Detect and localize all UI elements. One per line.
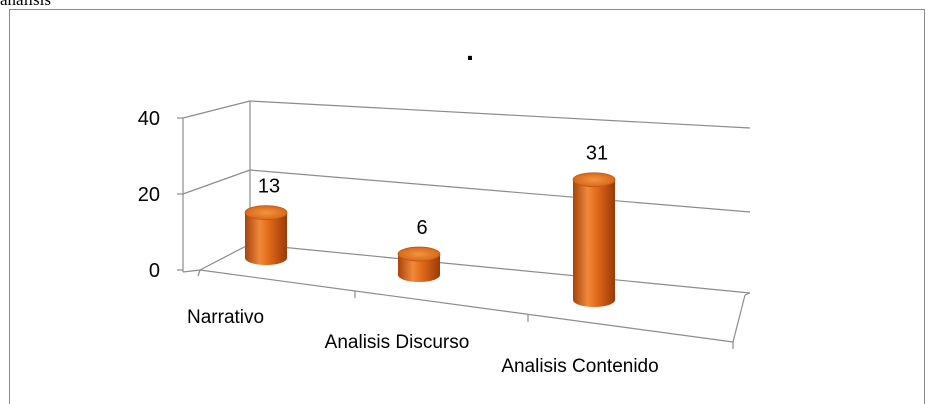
bar-cap	[572, 172, 616, 188]
category-label: Analisis Contenido	[501, 356, 658, 377]
bar-cap	[397, 246, 441, 262]
bar-body	[398, 254, 440, 282]
gridline	[249, 100, 751, 129]
chart-frame	[9, 9, 925, 404]
bar-body	[245, 212, 287, 265]
x-tick-mark	[197, 269, 201, 277]
gridline	[249, 243, 751, 294]
y-tick-label: 40	[138, 108, 160, 130]
data-label: 13	[258, 176, 280, 198]
y-tick-label: 0	[149, 260, 160, 282]
data-label: 31	[586, 143, 608, 165]
gridline	[249, 169, 751, 213]
page-fragment-text: análisis	[0, 0, 51, 10]
category-labels: Narrativo Analisis Discurso Analisis Conte…	[187, 307, 659, 377]
data-labels: 13 6 31	[258, 143, 608, 239]
y-tick-label: 20	[138, 184, 160, 206]
floor-front-edge	[199, 269, 734, 343]
gridlines	[177, 100, 751, 349]
floor-left-edge	[182, 269, 201, 273]
floor-right-edge	[732, 294, 746, 343]
bar-body	[573, 179, 615, 307]
bar	[572, 172, 616, 307]
gridline-side	[182, 169, 251, 195]
floor-back-right	[744, 292, 751, 296]
chart-title: .	[466, 35, 474, 66]
category-label: Narrativo	[187, 307, 264, 328]
bar	[397, 246, 441, 282]
gridline-side	[199, 243, 251, 271]
bar-cap	[244, 205, 288, 221]
y-axis-ticks: 0 20 40	[138, 108, 160, 282]
data-label: 6	[416, 217, 427, 239]
gridline-side	[182, 100, 251, 119]
bar	[244, 205, 288, 265]
bars	[244, 172, 616, 307]
category-label: Analisis Discurso	[325, 332, 470, 353]
